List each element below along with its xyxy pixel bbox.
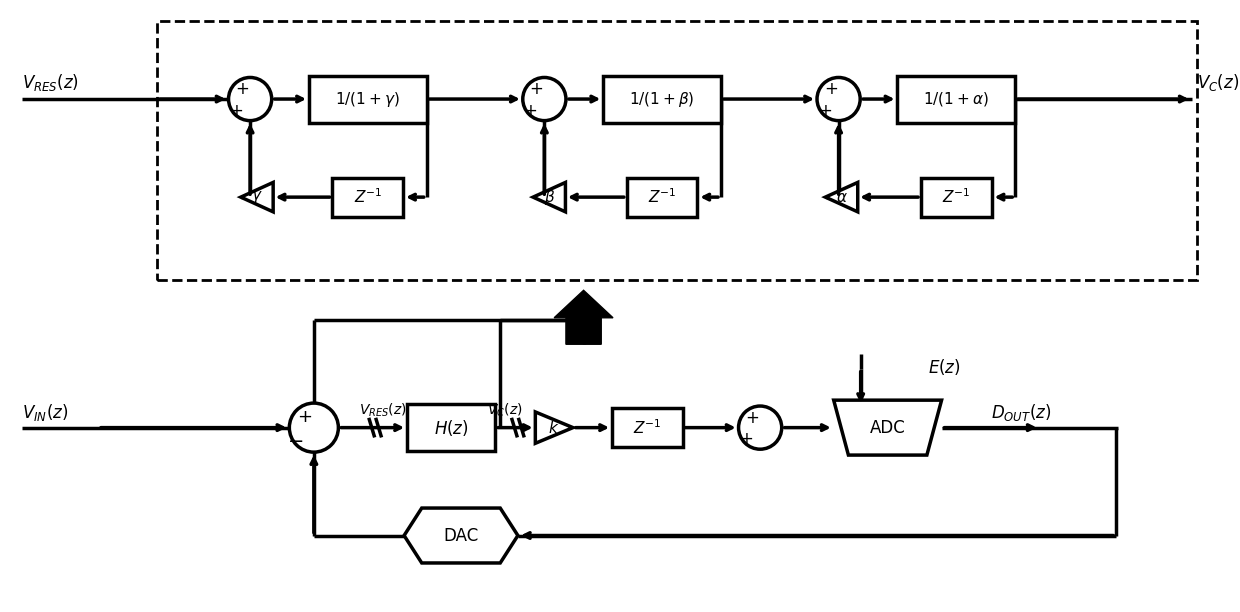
Text: DAC: DAC bbox=[444, 526, 479, 545]
Bar bbox=[332, 177, 403, 217]
Bar bbox=[407, 404, 495, 451]
Polygon shape bbox=[554, 290, 613, 345]
Text: $E(z)$: $E(z)$ bbox=[928, 357, 961, 377]
Polygon shape bbox=[533, 182, 565, 212]
Text: $1/(1+\gamma)$: $1/(1+\gamma)$ bbox=[335, 89, 401, 108]
Text: $Z^{-1}$: $Z^{-1}$ bbox=[942, 188, 971, 206]
Text: $\alpha$: $\alpha$ bbox=[836, 190, 847, 204]
Text: −: − bbox=[288, 432, 304, 451]
Ellipse shape bbox=[817, 78, 861, 121]
Text: +: + bbox=[229, 102, 243, 120]
Text: +: + bbox=[236, 80, 249, 99]
Text: $V_{RES}(z)$: $V_{RES}(z)$ bbox=[21, 72, 78, 93]
Text: $k$: $k$ bbox=[548, 420, 559, 436]
Text: $V_{RES}(z)$: $V_{RES}(z)$ bbox=[358, 401, 407, 419]
Bar bbox=[309, 75, 427, 122]
Polygon shape bbox=[241, 182, 273, 212]
Bar bbox=[157, 21, 1197, 280]
Ellipse shape bbox=[739, 406, 781, 449]
Bar bbox=[603, 75, 720, 122]
Text: $1/(1+\beta)$: $1/(1+\beta)$ bbox=[629, 89, 694, 108]
Text: $H(z)$: $H(z)$ bbox=[434, 417, 469, 438]
Text: $V_C(z)$: $V_C(z)$ bbox=[487, 401, 523, 419]
Bar bbox=[921, 177, 992, 217]
Text: $Z^{-1}$: $Z^{-1}$ bbox=[353, 188, 382, 206]
Text: $Z^{-1}$: $Z^{-1}$ bbox=[634, 418, 662, 437]
Text: $\gamma$: $\gamma$ bbox=[252, 189, 263, 205]
Polygon shape bbox=[404, 508, 518, 563]
Text: $1/(1+\alpha)$: $1/(1+\alpha)$ bbox=[924, 90, 990, 108]
Text: +: + bbox=[529, 80, 543, 99]
Text: $Z^{-1}$: $Z^{-1}$ bbox=[647, 188, 676, 206]
Text: ADC: ADC bbox=[869, 419, 905, 436]
Ellipse shape bbox=[523, 78, 565, 121]
Polygon shape bbox=[826, 182, 858, 212]
Text: +: + bbox=[298, 408, 312, 426]
Text: +: + bbox=[818, 102, 832, 120]
Text: $D_{OUT}(z)$: $D_{OUT}(z)$ bbox=[991, 403, 1052, 424]
Text: +: + bbox=[745, 409, 759, 427]
Text: $\beta$: $\beta$ bbox=[543, 188, 554, 207]
Text: +: + bbox=[523, 102, 538, 120]
Text: +: + bbox=[739, 430, 754, 449]
Bar bbox=[898, 75, 1016, 122]
Bar bbox=[626, 177, 697, 217]
Ellipse shape bbox=[228, 78, 272, 121]
Polygon shape bbox=[833, 400, 941, 455]
Text: $V_C(z)$: $V_C(z)$ bbox=[1197, 72, 1239, 93]
Text: $V_{IN}(z)$: $V_{IN}(z)$ bbox=[21, 403, 68, 424]
Text: +: + bbox=[823, 80, 838, 99]
Ellipse shape bbox=[289, 403, 339, 452]
Polygon shape bbox=[536, 412, 573, 443]
Bar bbox=[613, 408, 683, 447]
